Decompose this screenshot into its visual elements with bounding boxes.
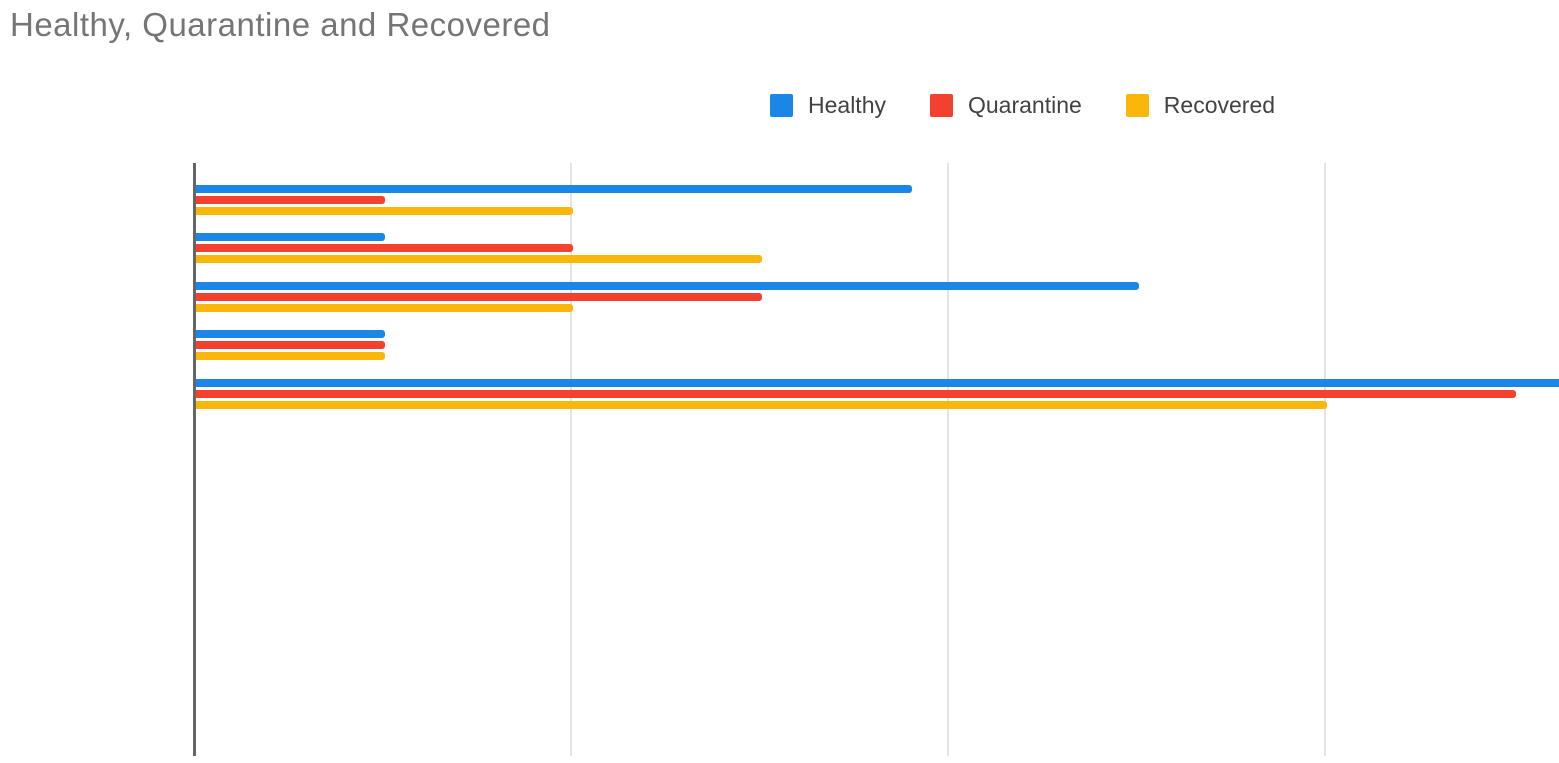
bar-recovered[interactable] — [196, 207, 573, 215]
bar-recovered[interactable] — [196, 401, 1327, 409]
y-axis-line — [193, 163, 196, 756]
bar-healthy[interactable] — [196, 330, 385, 338]
bar-quarantine[interactable] — [196, 390, 1516, 398]
gridline — [570, 163, 572, 756]
bar-healthy[interactable] — [196, 233, 385, 241]
legend-swatch-healthy-icon — [770, 94, 793, 117]
bar-recovered[interactable] — [196, 304, 573, 312]
bar-row: 3/23/2022 — [193, 233, 1559, 263]
gridline — [1324, 163, 1326, 756]
legend-label-quarantine: Quarantine — [967, 92, 1082, 118]
bar-recovered[interactable] — [196, 352, 385, 360]
legend-item-healthy[interactable]: Healthy — [770, 92, 886, 119]
bar-healthy[interactable] — [196, 185, 912, 193]
legend-label-healthy: Healthy — [808, 92, 886, 118]
legend-item-quarantine[interactable]: Quarantine — [929, 92, 1082, 119]
bar-quarantine[interactable] — [196, 293, 762, 301]
gridline — [947, 163, 949, 756]
bar-quarantine[interactable] — [196, 341, 385, 349]
bar-quarantine[interactable] — [196, 244, 573, 252]
legend-swatch-quarantine-icon — [929, 94, 953, 117]
plot-area: 3/27/2022 3/23/2022 3/22/2022 3/21/2022 3/19… — [193, 163, 1559, 756]
bar-row: 3/22/2022 — [193, 282, 1559, 312]
chart-title: Healthy, Quarantine and Recovered — [10, 6, 551, 43]
bar-row: 3/21/2022 — [193, 330, 1559, 360]
legend-label-recovered: Recovered — [1163, 92, 1276, 118]
bar-recovered[interactable] — [196, 255, 762, 263]
bar-row: 3/19/2022 — [193, 379, 1559, 409]
bar-healthy[interactable] — [196, 282, 1139, 290]
legend: Healthy Quarantine Recovered — [770, 92, 1275, 119]
bar-healthy[interactable] — [196, 379, 1559, 387]
legend-item-recovered[interactable]: Recovered — [1125, 92, 1276, 119]
legend-swatch-recovered-icon — [1125, 94, 1149, 117]
bar-quarantine[interactable] — [196, 196, 385, 204]
bar-row: 3/27/2022 — [193, 185, 1559, 215]
